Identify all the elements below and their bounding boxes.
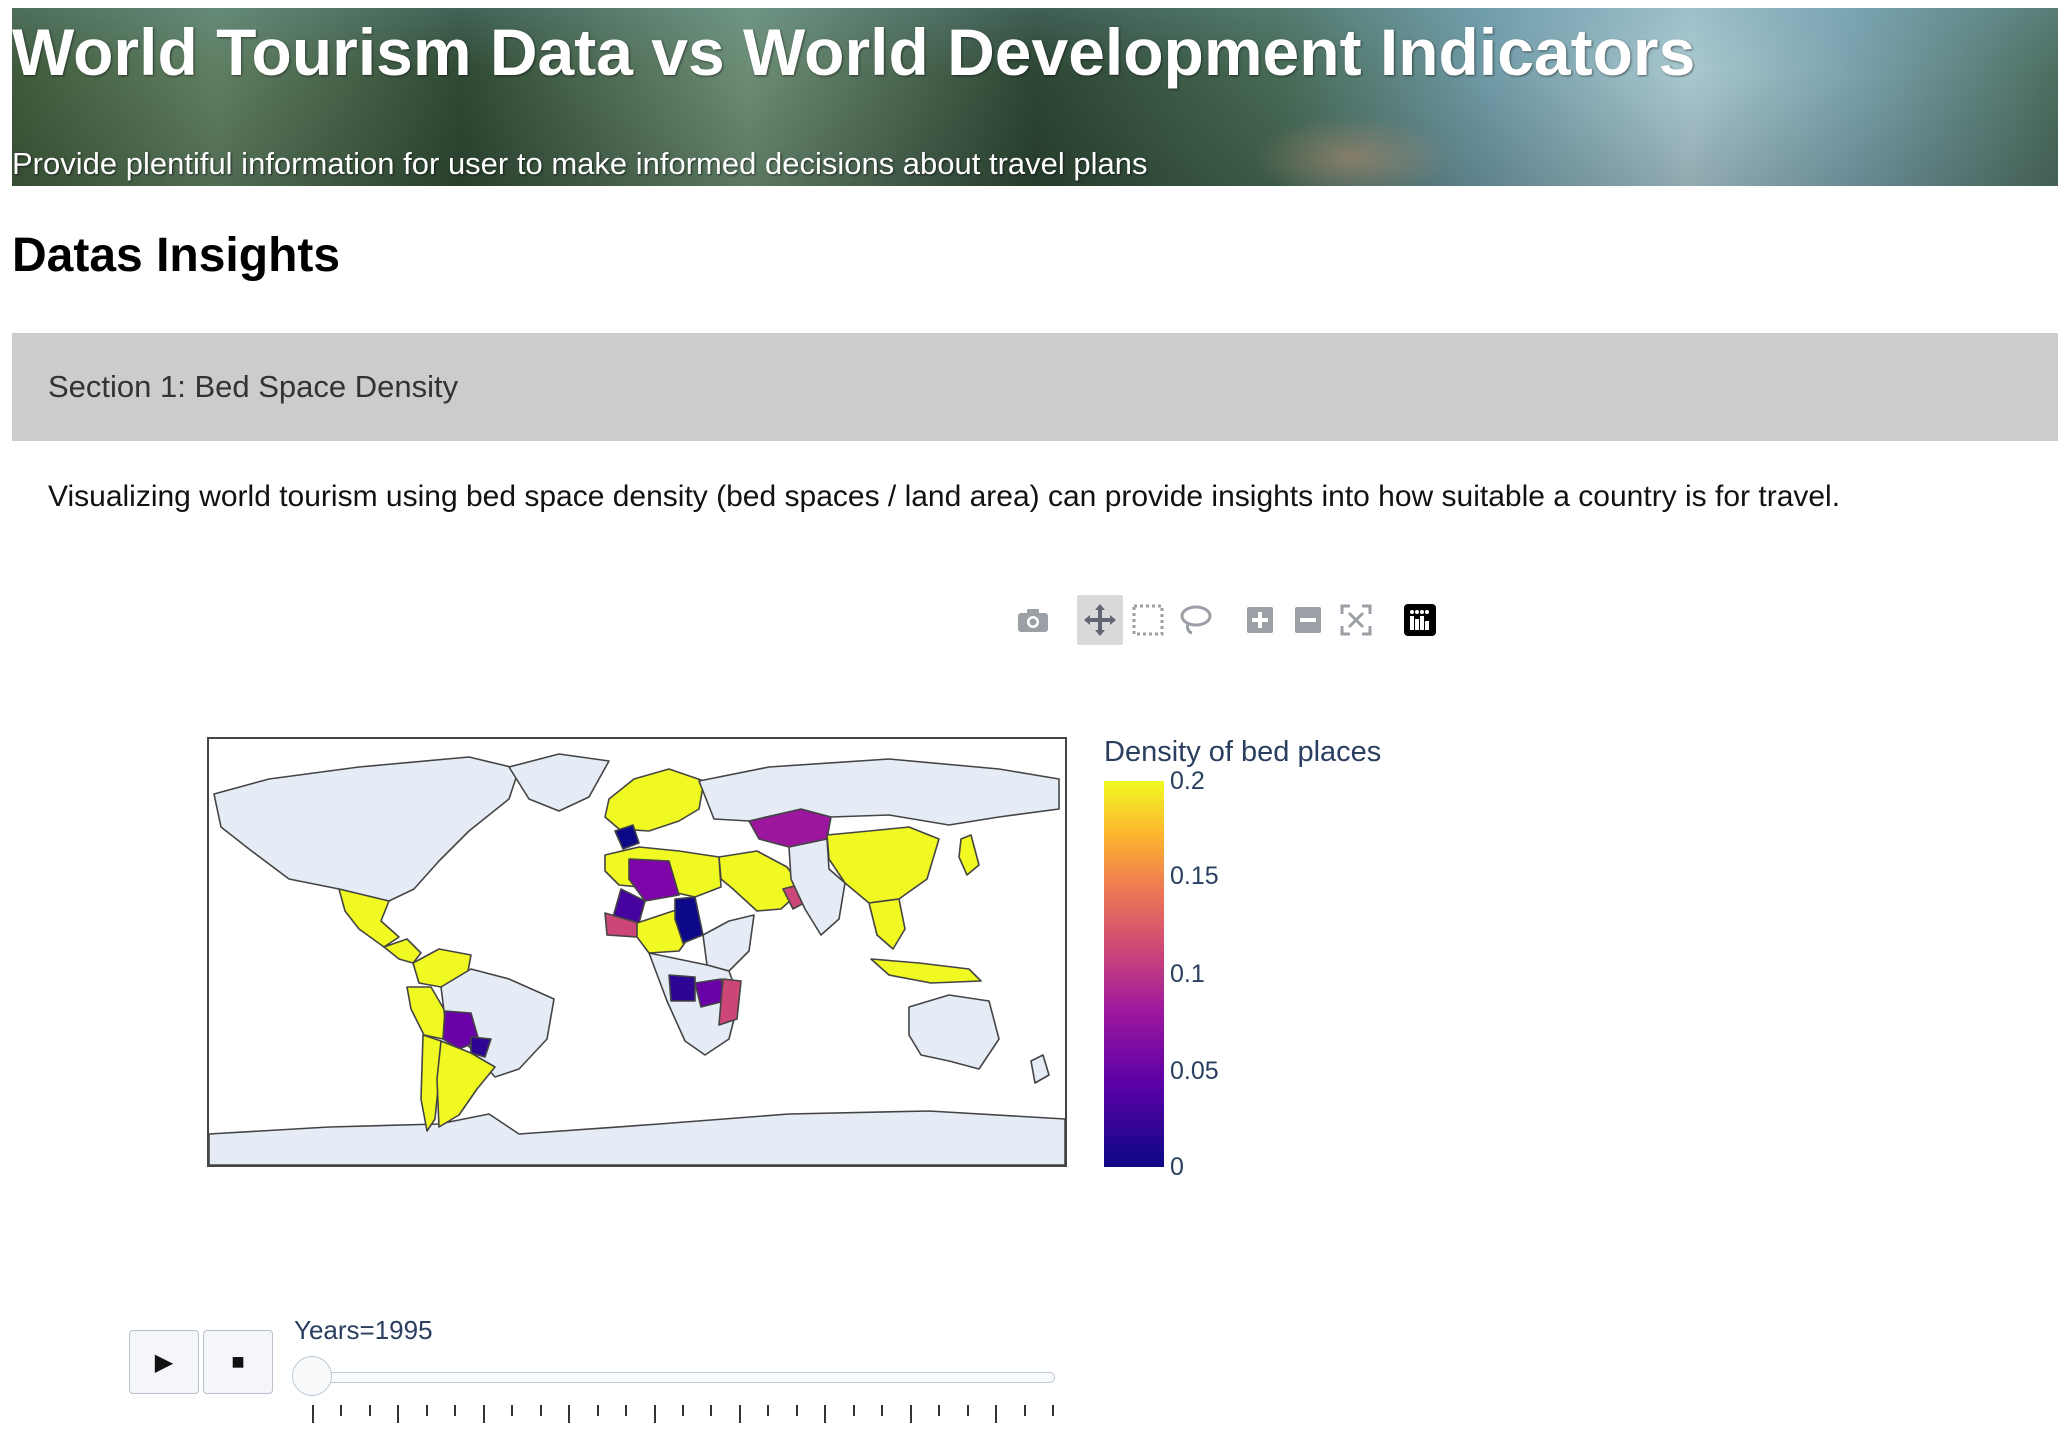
slider-tick xyxy=(853,1405,855,1416)
slider-tick xyxy=(597,1405,599,1416)
slider-tick xyxy=(654,1405,656,1423)
slider-tick xyxy=(426,1405,428,1416)
stop-button[interactable]: ■ xyxy=(203,1330,273,1394)
region-paraguay xyxy=(470,1036,492,1058)
region-india-central-asia xyxy=(788,838,846,936)
region-russia xyxy=(698,758,1060,826)
region-southeast-asia xyxy=(868,898,906,950)
year-slider-rail[interactable] xyxy=(297,1372,1055,1383)
slider-tick xyxy=(910,1405,912,1423)
box-select-icon[interactable] xyxy=(1125,595,1171,645)
slider-tick xyxy=(881,1405,883,1416)
region-greenland xyxy=(508,753,610,812)
slider-tick xyxy=(967,1405,969,1416)
region-mexico xyxy=(338,888,400,948)
region-japan xyxy=(958,834,980,876)
slider-tick xyxy=(397,1405,399,1423)
slider-tick xyxy=(369,1405,371,1416)
slider-tick xyxy=(710,1405,712,1416)
year-slider-handle[interactable] xyxy=(292,1356,332,1396)
play-icon: ▶ xyxy=(154,1348,174,1376)
slider-tick xyxy=(312,1405,314,1423)
slider-tick xyxy=(739,1405,741,1423)
region-angola xyxy=(668,974,696,1002)
slider-tick xyxy=(540,1405,542,1416)
colorbar-tick: 0.1 xyxy=(1170,960,1205,988)
colorbar xyxy=(1104,781,1164,1167)
slider-tick xyxy=(568,1405,570,1423)
region-france xyxy=(614,824,640,850)
colorbar-tick: 0 xyxy=(1170,1153,1184,1181)
region-china xyxy=(826,826,940,904)
section-label: Section 1: Bed Space Density xyxy=(48,369,459,404)
region-antarctica xyxy=(209,1110,1065,1165)
region-north-america xyxy=(213,756,520,902)
slider-tick xyxy=(938,1405,940,1416)
region-indonesia xyxy=(870,958,982,984)
section-accordion-header[interactable]: Section 1: Bed Space Density xyxy=(12,333,2058,441)
slider-tick xyxy=(511,1405,513,1416)
slider-tick xyxy=(454,1405,456,1416)
region-central-america xyxy=(383,938,422,964)
slider-ticks xyxy=(312,1405,1054,1425)
reset-view-icon[interactable] xyxy=(1333,595,1379,645)
section-description: Visualizing world tourism using bed spac… xyxy=(48,480,1841,513)
plotly-logo-icon[interactable] xyxy=(1397,595,1443,645)
stop-icon: ■ xyxy=(231,1349,245,1374)
region-bolivia xyxy=(442,1010,480,1050)
slider-tick xyxy=(340,1405,342,1416)
pan-icon[interactable] xyxy=(1077,595,1123,645)
region-chad xyxy=(674,896,704,944)
colorbar-tick: 0.05 xyxy=(1170,1057,1219,1085)
region-new-zealand xyxy=(1030,1054,1050,1084)
region-australia xyxy=(908,994,1000,1070)
site-title: World Tourism Data vs World Development … xyxy=(12,15,1696,89)
site-subtitle: Provide plentiful information for user t… xyxy=(12,146,1148,181)
region-mozambique xyxy=(718,978,742,1026)
region-egypt-arabia xyxy=(718,850,804,912)
slider-current-value: Years=1995 xyxy=(294,1315,433,1345)
colorbar-tick: 0.2 xyxy=(1170,767,1205,795)
slider-tick xyxy=(1024,1405,1026,1416)
slider-tick xyxy=(682,1405,684,1416)
header-banner: World Tourism Data vs World Development … xyxy=(12,8,2058,186)
slider-tick xyxy=(483,1405,485,1423)
play-button[interactable]: ▶ xyxy=(129,1330,199,1394)
colorbar-tick: 0.15 xyxy=(1170,862,1219,890)
slider-tick xyxy=(796,1405,798,1416)
slider-tick xyxy=(767,1405,769,1416)
region-europe xyxy=(604,768,705,832)
lasso-select-icon[interactable] xyxy=(1173,595,1219,645)
region-algeria xyxy=(628,858,680,902)
plot-modebar xyxy=(1010,595,1450,645)
region-argentina xyxy=(436,1040,496,1128)
choropleth-map[interactable] xyxy=(207,737,1067,1167)
page-title: Datas Insights xyxy=(12,229,341,282)
zoom-in-icon[interactable] xyxy=(1237,595,1283,645)
slider-tick xyxy=(625,1405,627,1416)
slider-tick xyxy=(995,1405,997,1423)
slider-tick xyxy=(1052,1405,1054,1416)
zoom-out-icon[interactable] xyxy=(1285,595,1331,645)
camera-icon[interactable] xyxy=(1010,595,1056,645)
slider-tick xyxy=(824,1405,826,1423)
colorbar-title: Density of bed places xyxy=(1104,736,1382,768)
